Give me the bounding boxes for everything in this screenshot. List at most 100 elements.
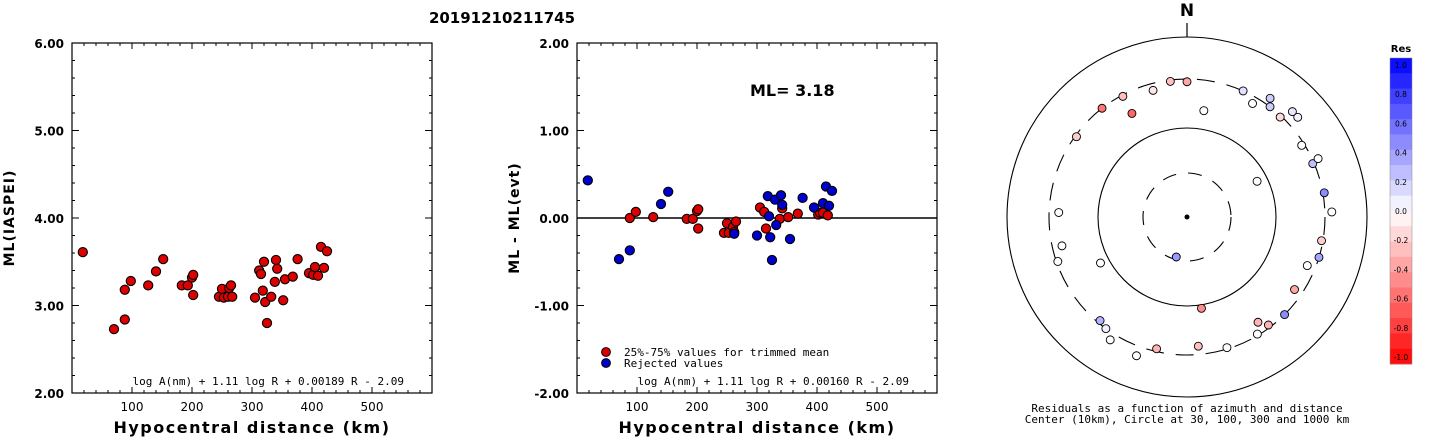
p2-trimmed-point	[792, 208, 803, 219]
p2-trimmed-point	[822, 210, 833, 221]
p3-station-marker	[1097, 103, 1107, 113]
p2-trimmed-point	[630, 206, 641, 218]
p3-colorbar-tick-label: 0.6	[1395, 119, 1407, 128]
p3-colorbar-band	[1390, 103, 1412, 120]
p1-data-point	[249, 292, 261, 303]
p3-station-marker	[1053, 257, 1063, 266]
p1-data-point	[257, 285, 268, 296]
p2-legend-label: Rejected values	[624, 357, 723, 370]
p3-colorbar-frame	[1389, 57, 1413, 365]
p1-data-point	[108, 323, 120, 335]
p2-trimmed-point	[783, 211, 794, 223]
p1-data-point	[318, 262, 330, 274]
p3-station-marker	[1095, 316, 1105, 326]
p1-y-tick-label: 6.00	[34, 37, 64, 51]
p3-caption-line: Residuals as a function of azimuth and d…	[1031, 402, 1342, 415]
p3-colorbar-tick-label: -0.8	[1394, 324, 1409, 333]
p2-rejected-point	[797, 192, 808, 204]
p3-colorbar-tick-label: 1.0	[1395, 61, 1407, 70]
p1-data-point	[261, 317, 273, 329]
p3-station-marker	[1297, 140, 1307, 150]
p3-station-marker	[1171, 252, 1181, 262]
p2-rejected-point	[765, 232, 776, 243]
p1-x-tick-label: 300	[241, 400, 264, 414]
ml-vs-distance-plot: 100 200 300 400 500 2.00 3.00 4.00 5.00 6.00 Hypoc…	[2, 37, 433, 437]
p3-colorbar-tick-label: 0.2	[1395, 178, 1407, 187]
p1-x-axis-label: Hypocentral distance (km)	[113, 418, 390, 437]
p2-rejected-point	[826, 185, 838, 197]
figure-title: 20191210211745	[429, 9, 575, 27]
p1-data-point	[188, 289, 199, 301]
p3-station-marker	[1165, 76, 1175, 86]
p3-colorbar-band	[1390, 287, 1412, 304]
p3-station-marker	[1222, 343, 1232, 353]
p2-trimmed-point	[760, 223, 772, 234]
p2-x-tick-label: 400	[806, 400, 829, 414]
p1-data-point	[150, 266, 162, 277]
p3-station-marker	[1317, 236, 1326, 246]
azimuth-residual-plot: N Residuals as a function of azimuth and …	[1006, 1, 1413, 426]
p1-x-tick-label: 100	[121, 400, 144, 414]
p3-colorbar-tick-label: 0.0	[1395, 207, 1407, 216]
p2-legend-label: 25%-75% values for trimmed mean	[624, 346, 829, 359]
p3-circle-100km-dashed	[1142, 172, 1232, 262]
p3-station-marker	[1148, 85, 1158, 95]
p1-data-point	[255, 268, 267, 280]
p1-data-point	[272, 263, 283, 274]
p3-colorbar-band	[1390, 226, 1412, 242]
p2-trimmed-point	[693, 204, 704, 215]
p1-data-point	[225, 280, 237, 291]
p3-station-marker	[1057, 241, 1067, 251]
p1-data-point	[143, 280, 154, 291]
p2-trimmed-point	[730, 216, 742, 227]
p2-rejected-point	[582, 175, 593, 186]
p3-colorbar-band	[1390, 241, 1412, 258]
p3-station-marker	[1280, 310, 1290, 320]
p2-formula: log A(nm) + 1.11 log R + 0.00160 R - 2.0…	[637, 375, 909, 388]
p1-data-point	[227, 291, 238, 302]
p3-colorbar-band	[1390, 180, 1412, 197]
p1-y-tick-label: 4.00	[34, 212, 64, 226]
p1-data-point	[292, 253, 303, 265]
p2-x-tick-label: 500	[866, 400, 889, 414]
p3-colorbar-band	[1390, 272, 1412, 288]
p1-x-tick-label: 400	[301, 400, 324, 414]
p3-station-marker	[1072, 132, 1081, 142]
p3-station-marker	[1327, 207, 1337, 217]
p3-colorbar-title: Res	[1391, 44, 1411, 55]
p3-colorbar-tick-label: -0.2	[1394, 236, 1409, 245]
p2-trimmed-point	[624, 212, 635, 224]
p2-y-tick-label: 0.00	[539, 212, 569, 226]
p2-y-tick-label: 1.00	[539, 125, 569, 139]
p1-data-point	[312, 270, 324, 281]
p3-station-marker	[1132, 351, 1141, 361]
p3-station-marker	[1263, 320, 1273, 330]
p3-station-marker	[1314, 252, 1324, 262]
p3-colorbar-band	[1390, 302, 1412, 319]
p2-ml-annotation: ML= 3.18	[750, 81, 835, 100]
p3-colorbar-tick-label: -0.6	[1394, 295, 1409, 304]
p1-data-point	[258, 256, 270, 267]
p1-frame	[71, 42, 433, 394]
p2-rejected-point	[775, 190, 787, 201]
p2-trimmed-point	[648, 211, 659, 223]
p1-data-point	[270, 254, 282, 266]
p3-station-marker	[1265, 102, 1275, 112]
p2-rejected-point	[763, 211, 775, 222]
p1-data-point	[321, 246, 333, 257]
p2-y-tick-label: -2.00	[534, 387, 569, 401]
p2-x-tick-label: 200	[686, 400, 709, 414]
p2-y-tick-label: -1.00	[534, 300, 569, 314]
p2-x-tick-label: 100	[626, 400, 649, 414]
p1-data-point	[158, 253, 169, 265]
p2-x-tick-label: 300	[746, 400, 769, 414]
p2-rejected-point	[613, 253, 625, 265]
p3-colorbar-band	[1390, 256, 1412, 273]
p3-colorbar-band	[1390, 149, 1412, 166]
p3-colorbar-tick-label: 0.4	[1395, 149, 1407, 158]
p3-station-marker	[1118, 91, 1128, 101]
p3-station-marker	[1105, 335, 1115, 345]
p3-station-marker	[1197, 303, 1206, 313]
p1-data-point	[125, 275, 136, 287]
